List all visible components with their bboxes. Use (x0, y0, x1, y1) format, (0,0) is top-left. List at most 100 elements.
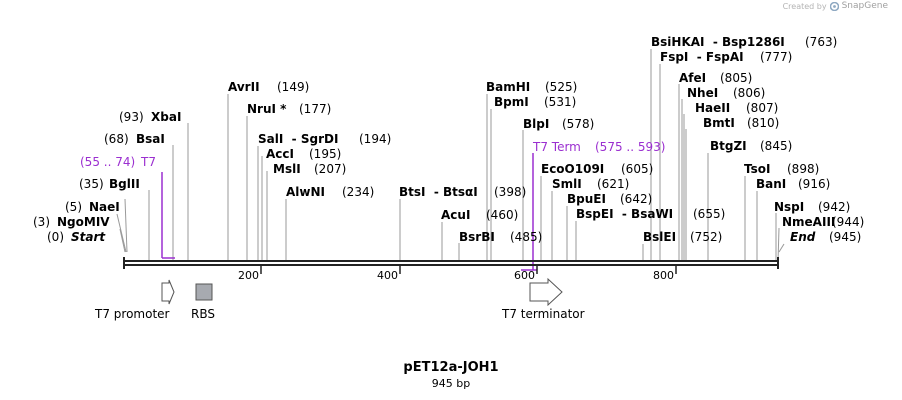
plasmid-size: 945 bp (431, 377, 471, 390)
site-start[interactable]: (0) Start (47, 230, 106, 244)
site-name: BsaI (136, 132, 165, 146)
site-nrui[interactable]: NruI * (177) (247, 102, 331, 116)
site-position: (807) (746, 101, 778, 115)
site-position: (575 .. 593) (595, 140, 665, 154)
site-position: (485) (510, 230, 542, 244)
site-name: SmlI (552, 177, 582, 191)
site-name: T7 (140, 155, 156, 169)
site-btsi[interactable]: BtsI - BtsαI (398) (399, 185, 526, 199)
site-acci[interactable]: AccI (195) (266, 147, 341, 161)
site-position: (93) (119, 110, 144, 124)
site-name: BspEI - BsaWI (576, 207, 673, 221)
feature-t7term-label[interactable]: T7 Term (575 .. 593) (532, 140, 665, 154)
site-name: AlwNI (286, 185, 325, 199)
site-xbai[interactable]: (93) XbaI (119, 110, 181, 124)
credit-prefix: Created by (782, 1, 827, 11)
site-name: NgoMIV (57, 215, 110, 229)
site-name: NheI (687, 86, 718, 100)
site-end[interactable]: End (945) (790, 230, 861, 244)
site-ngomiv[interactable]: (3) NgoMIV (33, 215, 110, 229)
site-bsai[interactable]: (68) BsaI (104, 132, 165, 146)
site-avrii[interactable]: AvrII (149) (228, 80, 309, 94)
site-position: (810) (747, 116, 779, 130)
site-acui[interactable]: AcuI (460) (441, 208, 518, 222)
site-name: NruI * (247, 102, 287, 116)
site-position: (177) (299, 102, 331, 116)
site-btgzi[interactable]: BtgZI (845) (710, 139, 792, 153)
site-name: HaeII (695, 101, 730, 115)
site-alwni[interactable]: AlwNI (234) (286, 185, 374, 199)
feature-rbs[interactable]: RBS (191, 283, 215, 321)
site-name: NmeAIII (782, 215, 835, 229)
site-bpmi[interactable]: BpmI (531) (494, 95, 576, 109)
site-tsoi[interactable]: TsoI (898) (744, 162, 819, 176)
site-naei[interactable]: (5) NaeI (65, 200, 120, 214)
site-bsrbi[interactable]: BsrBI (485) (459, 230, 542, 244)
site-position: (845) (760, 139, 792, 153)
site-bani[interactable]: BanI (916) (756, 177, 830, 191)
t7term-site-mark (521, 153, 537, 271)
site-afei[interactable]: AfeI (805) (679, 71, 752, 85)
credit-brand: SnapGene (841, 1, 888, 11)
tick-label: 400 (377, 269, 398, 282)
axis: 200 400 600 800 (238, 265, 677, 282)
dna-backbone (123, 257, 779, 269)
site-position: (621) (597, 177, 629, 191)
plasmid-name: pET12a-JOH1 (403, 360, 499, 375)
site-bsihkai[interactable]: BsiHKAI - Bsp1286I (763) (651, 35, 837, 49)
site-haeii[interactable]: HaeII (807) (695, 101, 778, 115)
site-position: (777) (760, 50, 792, 64)
site-position: (234) (342, 185, 374, 199)
site-name: NaeI (89, 200, 120, 214)
site-name: BglII (109, 177, 140, 191)
site-name: BtsI - BtsαI (399, 185, 478, 199)
site-bmti[interactable]: BmtI (810) (703, 116, 779, 130)
site-name: BpuEI (567, 192, 606, 206)
site-position: (916) (798, 177, 830, 191)
site-position: (763) (805, 35, 837, 49)
site-bamhi[interactable]: BamHI (525) (486, 80, 577, 94)
site-bslei[interactable]: BslEI (752) (643, 230, 722, 244)
site-bpuei[interactable]: BpuEI (642) (567, 192, 652, 206)
site-blpi[interactable]: BlpI (578) (523, 117, 594, 131)
tick-label: 200 (238, 269, 259, 282)
site-position: (194) (359, 132, 391, 146)
site-name: BpmI (494, 95, 529, 109)
site-position: (195) (309, 147, 341, 161)
site-position: (525) (545, 80, 577, 94)
site-position: (605) (621, 162, 653, 176)
feature-t7-label[interactable]: (55 .. 74) T7 (80, 155, 156, 169)
site-position: (398) (494, 185, 526, 199)
site-bgli[interactable]: (35) BglII (79, 177, 140, 191)
site-bspei[interactable]: BspEI - BsaWI (655) (576, 207, 725, 221)
site-name: T7 Term (532, 140, 581, 154)
site-msli[interactable]: MslI (207) (273, 162, 346, 176)
feature-t7-promoter[interactable]: T7 promoter (94, 279, 175, 321)
site-name: AcuI (441, 208, 470, 222)
site-name: BanI (756, 177, 786, 191)
site-name: EcoO109I (541, 162, 604, 176)
site-name: FspI - FspAI (660, 50, 744, 64)
site-position: (207) (314, 162, 346, 176)
arrow-right-icon (161, 279, 175, 305)
site-position: (35) (79, 177, 104, 191)
t7-site-mark (161, 172, 175, 259)
snapgene-credit: Created by SnapGene (783, 1, 888, 11)
site-eco0109i[interactable]: EcoO109I (605) (541, 162, 653, 176)
site-fspi[interactable]: FspI - FspAI (777) (660, 50, 792, 64)
site-nspi[interactable]: NspI (942) (774, 200, 850, 214)
site-nhei[interactable]: NheI (806) (687, 86, 765, 100)
site-position: (942) (818, 200, 850, 214)
site-position: (149) (277, 80, 309, 94)
site-sali[interactable]: SalI - SgrDI (194) (258, 132, 391, 146)
site-position: (642) (620, 192, 652, 206)
site-position: (945) (829, 230, 861, 244)
site-position: (531) (544, 95, 576, 109)
feature-t7-terminator[interactable]: T7 terminator (501, 277, 585, 321)
site-position: (5) (65, 200, 82, 214)
site-name: BmtI (703, 116, 735, 130)
site-nmeaiii[interactable]: NmeAIII (944) (782, 215, 864, 229)
site-name: BamHI (486, 80, 530, 94)
site-smli[interactable]: SmlI (621) (552, 177, 629, 191)
site-name: BtgZI (710, 139, 747, 153)
